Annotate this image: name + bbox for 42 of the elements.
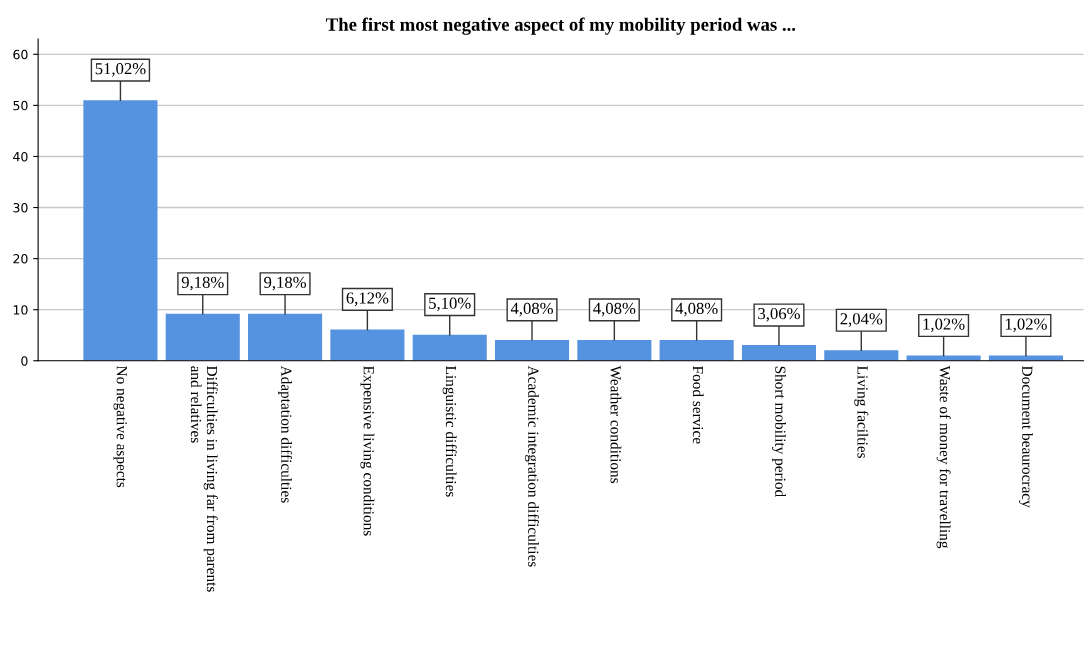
data-label: 9,18% — [264, 276, 307, 291]
x-tick-label: Waste of money for travelling — [936, 365, 951, 549]
data-label: 5,10% — [429, 297, 471, 312]
y-tick-label: 20 — [13, 254, 28, 264]
data-label: 6,12% — [346, 292, 389, 306]
bar — [494, 339, 570, 361]
bar — [577, 339, 652, 361]
data-label: 1,02% — [1005, 318, 1047, 333]
y-tick-label: 60 — [13, 49, 28, 60]
bar — [165, 313, 240, 361]
x-tick-label: Expensive living conditions — [360, 366, 375, 536]
x-tick-label: Linguistic difficulties — [442, 366, 457, 497]
y-tick-label: 10 — [13, 305, 28, 315]
data-label: 51,02% — [95, 63, 146, 77]
y-tick-label: 30 — [13, 203, 28, 213]
x-tick-label: Food service — [692, 366, 704, 444]
bar — [741, 345, 817, 361]
data-label: 1,02% — [923, 318, 965, 333]
x-tick-label: Document beaurocracy — [1018, 366, 1033, 508]
bar — [330, 329, 405, 361]
y-tick-label: 0 — [21, 356, 28, 366]
bar — [412, 334, 487, 361]
chart-title: The first most negative aspect of my mobility period was ... — [326, 17, 796, 35]
data-label: 9,18% — [181, 276, 224, 291]
x-tick-label: Weather conditions — [610, 365, 622, 484]
y-tick-label: 50 — [13, 100, 28, 111]
bar — [824, 350, 899, 361]
data-label: 3,06% — [758, 307, 800, 322]
data-label: 4,08% — [675, 302, 718, 317]
bar — [659, 339, 734, 361]
data-label: 4,08% — [593, 302, 636, 317]
data-label: 4,08% — [510, 302, 553, 317]
x-tick-label: Adaptation difficulties — [278, 365, 293, 503]
x-tick-label: No negative aspects — [113, 366, 127, 488]
bar — [83, 100, 158, 361]
y-tick-label: 40 — [13, 151, 28, 162]
data-label: 2,04% — [840, 313, 883, 327]
x-tick-label: Living facilties — [854, 366, 869, 458]
bar — [248, 313, 323, 361]
x-tick-label: Difficulties in living far from parents and relatives — [190, 366, 218, 592]
x-tick-label: Short mobility period — [772, 366, 786, 497]
x-tick-label: Academic integration difficulties — [525, 365, 540, 567]
